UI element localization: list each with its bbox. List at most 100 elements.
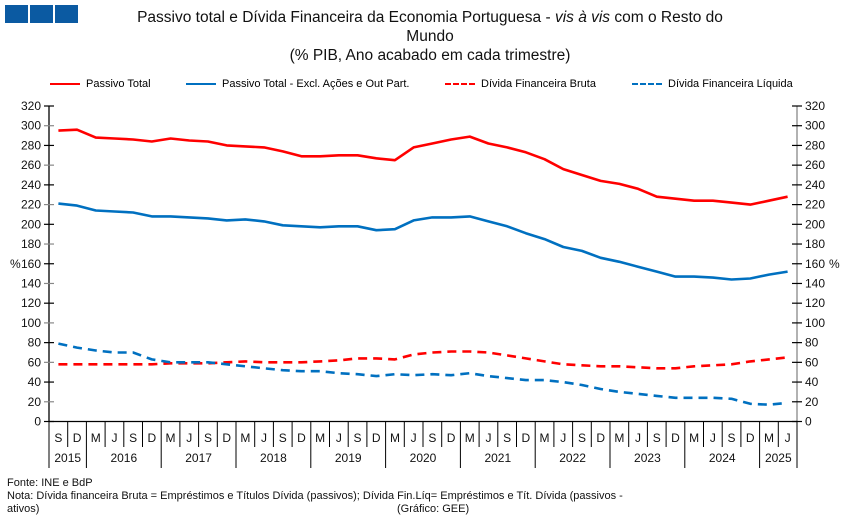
x-quarter-label: D [596, 431, 605, 445]
y-tick-label-right: 80 [805, 336, 819, 350]
y-tick-label-right: 320 [805, 99, 825, 113]
y-tick-label-right: 300 [805, 119, 825, 133]
note-line-1: Nota: Dívida financeira Bruta = Emprésti… [7, 490, 623, 502]
x-quarter-label: M [614, 431, 624, 445]
x-quarter-label: J [336, 431, 342, 445]
x-quarter-label: S [129, 431, 137, 445]
y-tick-label-right: 140 [805, 276, 825, 290]
x-quarter-label: D [447, 431, 456, 445]
legend-label: Passivo Total [86, 78, 151, 90]
y-tick-label-right: 220 [805, 198, 825, 212]
title-text: com o Resto do [610, 9, 723, 26]
y-tick-label-left: 80 [28, 336, 42, 350]
x-year-label: 2018 [260, 451, 287, 465]
logo-square [55, 5, 78, 23]
y-tick-label-left: 320 [21, 99, 41, 113]
legend-swatch [50, 83, 80, 85]
y-tick-label-left: 40 [28, 375, 42, 389]
x-year-label: 2017 [185, 451, 212, 465]
x-year-label: 2024 [709, 451, 736, 465]
legend-swatch [186, 83, 216, 85]
y-tick-label-left: 60 [28, 355, 42, 369]
legend: Passivo Total Passivo Total - Excl. Açõe… [0, 78, 851, 96]
y-tick-label-right: 120 [805, 296, 825, 310]
legend-swatch [445, 83, 475, 85]
x-quarter-label: J [710, 431, 716, 445]
series-line-1 [58, 128, 788, 206]
y-tick-label-left: 20 [28, 395, 42, 409]
legend-label: Dívida Financeira Bruta [481, 78, 596, 90]
legend-label: Dívida Financeira Líquida [668, 78, 793, 90]
y-tick-label-right: 280 [805, 138, 825, 152]
x-quarter-label: J [485, 431, 491, 445]
x-quarter-label: S [204, 431, 212, 445]
y-tick-label-right: 0 [805, 415, 812, 429]
y-tick-label-left: 120 [21, 296, 41, 310]
x-year-label: 2019 [335, 451, 362, 465]
y-tick-label-right: 240 [805, 178, 825, 192]
x-quarter-label: D [671, 431, 680, 445]
note-line-2: ativos) [7, 503, 40, 515]
series-line-3 [58, 350, 788, 370]
chart-credit: (Gráfico: GEE) [397, 503, 470, 515]
y-tick-label-left: 160 [21, 257, 41, 271]
x-quarter-label: J [186, 431, 192, 445]
x-quarter-label: S [653, 431, 661, 445]
y-tick-label-left: 220 [21, 198, 41, 212]
x-quarter-label: J [560, 431, 566, 445]
y-axis-label-left: % [10, 257, 21, 271]
title-line-2: Mundo [406, 28, 454, 45]
gee-logo [5, 5, 78, 23]
y-tick-label-left: 0 [34, 415, 41, 429]
legend-item-passivo-total: Passivo Total [50, 78, 151, 90]
x-quarter-label: D [148, 431, 157, 445]
y-tick-label-left: 100 [21, 316, 41, 330]
y-tick-label-right: 40 [805, 375, 819, 389]
legend-item-divida-bruta: Dívida Financeira Bruta [445, 78, 596, 90]
chart-subtitle: (% PIB, Ano acabado em cada trimestre) [289, 47, 571, 64]
footer: Fonte: INE e BdP Nota: Dívida financeira… [7, 477, 623, 516]
y-tick-label-left: 240 [21, 178, 41, 192]
y-tick-label-right: 260 [805, 158, 825, 172]
x-quarter-label: D [73, 431, 82, 445]
x-quarter-label: S [354, 431, 362, 445]
y-tick-label-left: 300 [21, 119, 41, 133]
x-quarter-label: S [428, 431, 436, 445]
x-quarter-label: D [522, 431, 531, 445]
x-quarter-label: J [111, 431, 117, 445]
x-quarter-label: M [166, 431, 176, 445]
legend-item-passivo-excl: Passivo Total - Excl. Ações e Out Part. [186, 78, 410, 90]
y-tick-label-left: 180 [21, 237, 41, 251]
title-line-1: Passivo total e Dívida Financeira da Eco… [100, 8, 760, 27]
x-quarter-label: D [372, 431, 381, 445]
x-quarter-label: M [465, 431, 475, 445]
legend-item-divida-liquida: Dívida Financeira Líquida [632, 78, 793, 90]
x-quarter-label: S [503, 431, 511, 445]
x-quarter-label: S [279, 431, 287, 445]
x-year-label: 2021 [484, 451, 511, 465]
x-quarter-label: M [390, 431, 400, 445]
legend-label: Passivo Total - Excl. Ações e Out Part. [222, 78, 410, 90]
x-quarter-label: S [54, 431, 62, 445]
x-year-label: 2020 [410, 451, 437, 465]
x-quarter-label: M [240, 431, 250, 445]
series-line-2 [58, 202, 788, 281]
x-quarter-label: M [689, 431, 699, 445]
x-quarter-label: J [411, 431, 417, 445]
chart-title: Passivo total e Dívida Financeira da Eco… [100, 8, 760, 65]
x-quarter-label: J [785, 431, 791, 445]
y-tick-label-left: 140 [21, 276, 41, 290]
x-quarter-label: J [261, 431, 267, 445]
y-tick-label-right: 200 [805, 217, 825, 231]
title-text: Passivo total e Dívida Financeira da Eco… [137, 9, 555, 26]
x-quarter-label: M [91, 431, 101, 445]
x-quarter-label: S [728, 431, 736, 445]
x-quarter-label: M [764, 431, 774, 445]
x-quarter-label: M [315, 431, 325, 445]
source-note: Fonte: INE e BdP [7, 477, 93, 489]
x-year-label: 2022 [559, 451, 586, 465]
x-quarter-label: M [540, 431, 550, 445]
x-year-label: 2025 [765, 451, 792, 465]
y-tick-label-right: 160 [805, 257, 825, 271]
y-tick-label-right: 60 [805, 355, 819, 369]
